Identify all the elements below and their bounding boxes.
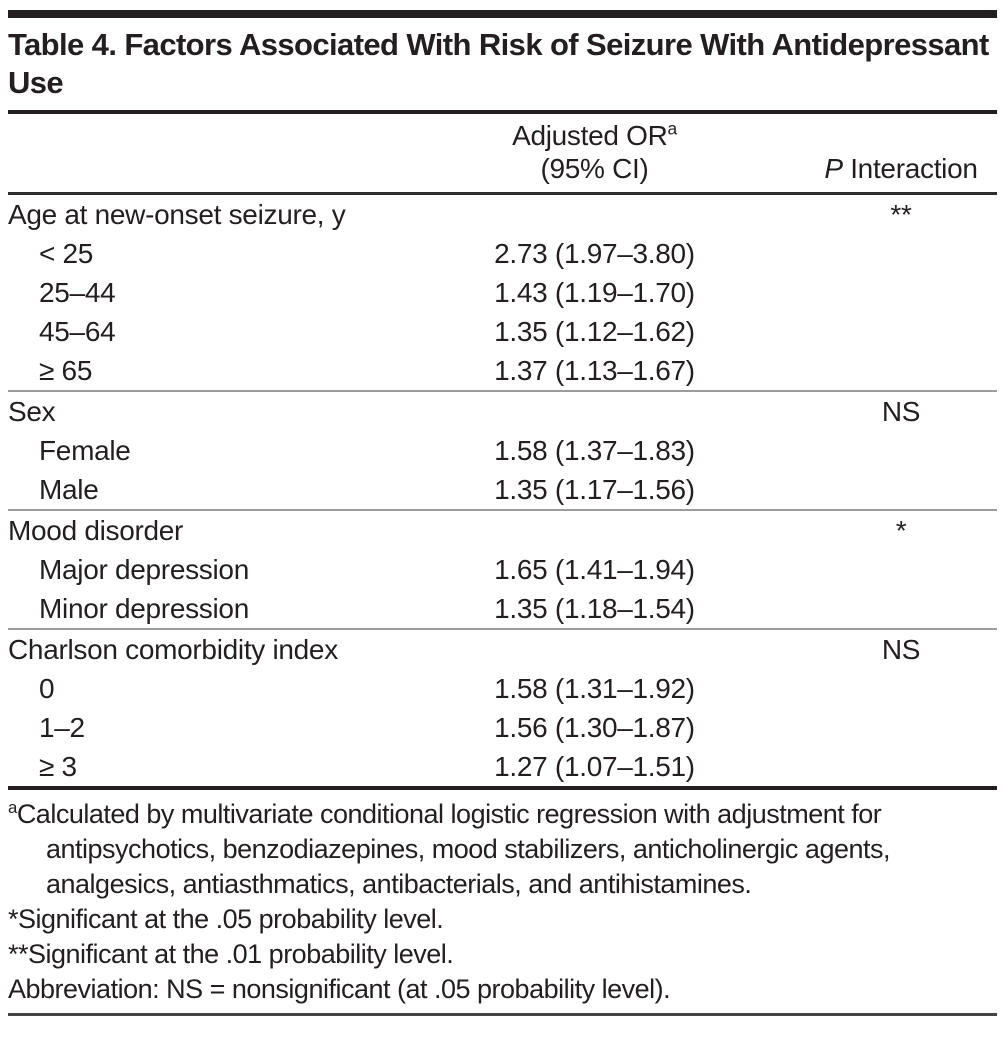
table-row: Sex NS xyxy=(8,392,997,431)
table-row: 45–64 1.35 (1.12–1.62) xyxy=(8,312,997,351)
footnote-a-text: Calculated by multivariate conditional l… xyxy=(16,799,891,899)
category-label: Mood disorder xyxy=(8,515,184,546)
table-row: Male 1.35 (1.17–1.56) xyxy=(8,470,997,509)
subgroup-label: 25–44 xyxy=(39,277,116,308)
table-row: Mood disorder * xyxy=(8,511,997,550)
col-header-empty xyxy=(8,119,378,185)
subgroup-label: 0 xyxy=(39,673,55,704)
p-interaction-value xyxy=(705,589,997,628)
subgroup-label: ≥ 65 xyxy=(39,355,93,386)
p-interaction-value: * xyxy=(895,515,907,546)
footnote-a: aCalculated by multivariate conditional … xyxy=(8,797,997,902)
category-label: Age at new-onset seizure, y xyxy=(8,199,346,230)
or-value xyxy=(378,195,705,234)
or-value: 1.35 (1.17–1.56) xyxy=(494,474,695,505)
table-row: 1–2 1.56 (1.30–1.87) xyxy=(8,708,997,747)
footnote-a-marker: a xyxy=(8,798,17,817)
table-body: Age at new-onset seizure, y ** < 25 2.73… xyxy=(8,195,997,790)
or-value: 1.56 (1.30–1.87) xyxy=(494,712,695,743)
p-interaction-value xyxy=(705,669,997,708)
footnotes: aCalculated by multivariate conditional … xyxy=(8,790,997,1007)
p-interaction-value: ** xyxy=(890,199,912,230)
or-value: 2.73 (1.97–3.80) xyxy=(494,238,695,269)
footnote-double-star: **Significant at the .01 probability lev… xyxy=(8,939,454,969)
section-charlson-index: Charlson comorbidity index NS 0 1.58 (1.… xyxy=(8,628,997,786)
top-rule xyxy=(8,10,997,18)
subgroup-label: ≥ 3 xyxy=(39,751,77,782)
adjusted-or-label: Adjusted OR xyxy=(512,120,668,151)
table-row: Minor depression 1.35 (1.18–1.54) xyxy=(8,589,997,628)
or-value xyxy=(378,511,705,550)
or-value: 1.35 (1.12–1.62) xyxy=(494,316,695,347)
subgroup-label: 1–2 xyxy=(39,712,85,743)
col-header-p-interaction: P Interaction xyxy=(705,152,997,185)
table-row: Female 1.58 (1.37–1.83) xyxy=(8,431,997,470)
p-interaction-value xyxy=(705,234,997,273)
or-value: 1.43 (1.19–1.70) xyxy=(494,277,695,308)
table-title: Table 4. Factors Associated With Risk of… xyxy=(8,24,997,114)
category-label: Charlson comorbidity index xyxy=(8,634,338,665)
table-row: Age at new-onset seizure, y ** xyxy=(8,195,997,234)
p-italic: P xyxy=(824,153,843,184)
p-interaction-value xyxy=(705,747,997,786)
subgroup-label: Major depression xyxy=(39,554,249,585)
col-header-adjusted-or: Adjusted ORa (95% CI) xyxy=(378,119,705,185)
subgroup-label: 45–64 xyxy=(39,316,116,347)
or-value: 1.37 (1.13–1.67) xyxy=(494,355,695,386)
ci-label: (95% CI) xyxy=(540,153,649,184)
adjusted-or-footnote-marker: a xyxy=(667,118,678,139)
or-value: 1.27 (1.07–1.51) xyxy=(494,751,695,782)
p-interaction-value xyxy=(705,550,997,589)
table-row: ≥ 65 1.37 (1.13–1.67) xyxy=(8,351,997,390)
subgroup-label: Male xyxy=(39,474,99,505)
or-value xyxy=(378,630,705,669)
subgroup-label: Female xyxy=(39,435,131,466)
section-sex: Sex NS Female 1.58 (1.37–1.83) Male 1.35… xyxy=(8,390,997,509)
p-interaction-value xyxy=(705,273,997,312)
or-value xyxy=(378,392,705,431)
p-interaction-value xyxy=(705,431,997,470)
or-value: 1.35 (1.18–1.54) xyxy=(494,593,695,624)
p-interaction-value xyxy=(705,351,997,390)
or-value: 1.58 (1.31–1.92) xyxy=(494,673,695,704)
footnote-abbreviation: Abbreviation: NS = nonsignificant (at .0… xyxy=(8,974,671,1004)
bottom-rule xyxy=(8,1013,997,1016)
p-interaction-value xyxy=(705,312,997,351)
p-interaction-value: NS xyxy=(881,396,921,427)
p-interaction-value xyxy=(705,708,997,747)
column-headers: Adjusted ORa (95% CI) P Interaction xyxy=(8,114,997,195)
table-row: 0 1.58 (1.31–1.92) xyxy=(8,669,997,708)
adjusted-or-line1: Adjusted ORa xyxy=(484,119,705,152)
or-value: 1.65 (1.41–1.94) xyxy=(494,554,695,585)
interaction-label: Interaction xyxy=(842,153,978,184)
table-row: ≥ 3 1.27 (1.07–1.51) xyxy=(8,747,997,786)
p-interaction-value: NS xyxy=(881,634,921,665)
table-row: < 25 2.73 (1.97–3.80) xyxy=(8,234,997,273)
table-row: Major depression 1.65 (1.41–1.94) xyxy=(8,550,997,589)
category-label: Sex xyxy=(8,396,56,427)
footnote-star: *Significant at the .05 probability leve… xyxy=(8,904,444,934)
table-figure: Table 4. Factors Associated With Risk of… xyxy=(0,10,1005,1016)
subgroup-label: Minor depression xyxy=(39,593,249,624)
table-row: 25–44 1.43 (1.19–1.70) xyxy=(8,273,997,312)
section-age: Age at new-onset seizure, y ** < 25 2.73… xyxy=(8,195,997,390)
or-value: 1.58 (1.37–1.83) xyxy=(494,435,695,466)
section-mood-disorder: Mood disorder * Major depression 1.65 (1… xyxy=(8,509,997,628)
p-interaction-value xyxy=(705,470,997,509)
subgroup-label: < 25 xyxy=(39,238,94,269)
table-row: Charlson comorbidity index NS xyxy=(8,630,997,669)
